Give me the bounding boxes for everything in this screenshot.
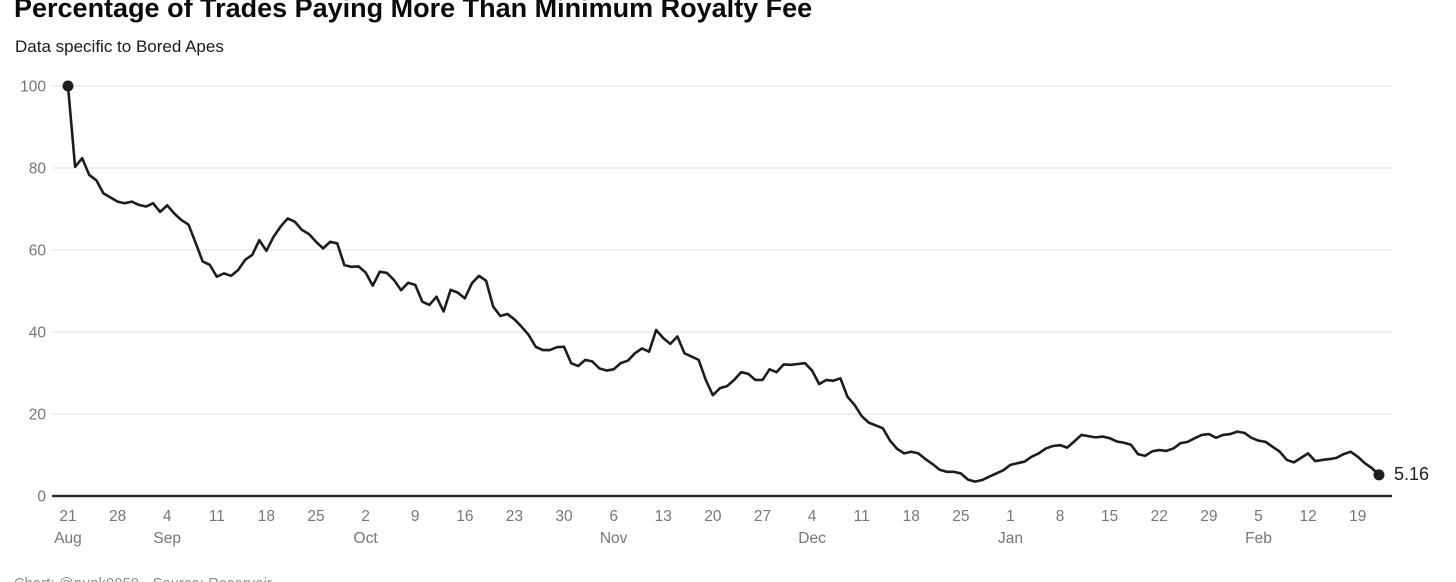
y-axis-labels: 0 20 40 60 80 100 — [20, 79, 46, 506]
x-tick-label: 18 — [903, 508, 920, 525]
month-label: Nov — [600, 530, 628, 547]
x-tick-label: 16 — [456, 508, 473, 525]
x-tick-label: 5 — [1254, 508, 1263, 525]
x-tick-label: 18 — [258, 508, 275, 525]
caption-clipped: Chart: @punk9059 · Source: Reservoir — [14, 576, 414, 582]
first-point-marker — [62, 80, 74, 92]
x-tick-label: 25 — [307, 508, 324, 525]
x-tick-label: 21 — [59, 508, 76, 525]
x-tick-label: 13 — [655, 508, 672, 525]
x-tick-label: 11 — [854, 508, 870, 525]
x-tick-label: 23 — [506, 508, 523, 525]
x-tick-label: 11 — [209, 508, 225, 525]
x-tick-label: 4 — [808, 508, 817, 525]
data-line — [66, 84, 1381, 483]
chart-subtitle: Data specific to Bored Apes — [15, 37, 224, 56]
month-label: Aug — [54, 530, 82, 547]
y-tick-label: 100 — [20, 79, 46, 96]
x-tick-label: 4 — [163, 508, 172, 525]
x-tick-label: 2 — [361, 508, 370, 525]
caption-text: Chart: @punk9059 · Source: Reservoir — [14, 576, 414, 582]
y-tick-label: 80 — [29, 161, 47, 178]
x-tick-label: 20 — [704, 508, 722, 525]
x-tick-label: 8 — [1056, 508, 1065, 525]
x-tick-label: 12 — [1299, 508, 1316, 525]
y-tick-label: 20 — [29, 407, 47, 424]
month-label: Feb — [1245, 530, 1272, 547]
x-tick-label: 22 — [1151, 508, 1168, 525]
last-value-label: 5.16 — [1394, 464, 1430, 484]
y-tick-label: 60 — [29, 243, 47, 260]
x-tick-label: 1 — [1006, 508, 1015, 525]
x-tick-label: 27 — [754, 508, 771, 525]
x-tick-label: 9 — [411, 508, 420, 525]
x-tick-label: 30 — [555, 508, 573, 525]
x-tick-label: 28 — [109, 508, 126, 525]
y-tick-label: 0 — [37, 489, 46, 506]
last-point-marker — [1373, 469, 1385, 481]
x-tick-label: 29 — [1200, 508, 1217, 525]
x-tick-label: 6 — [609, 508, 618, 525]
x-tick-label: 25 — [952, 508, 969, 525]
y-tick-label: 40 — [29, 325, 47, 342]
x-tick-label: 19 — [1349, 508, 1366, 525]
month-label: Sep — [153, 530, 181, 547]
x-tick-label: 15 — [1101, 508, 1118, 525]
chart-title: Percentage of Trades Paying More Than Mi… — [14, 0, 813, 23]
month-label: Jan — [998, 530, 1023, 547]
gridlines — [52, 85, 1392, 498]
month-label: Oct — [354, 530, 379, 547]
month-label: Dec — [798, 530, 826, 547]
